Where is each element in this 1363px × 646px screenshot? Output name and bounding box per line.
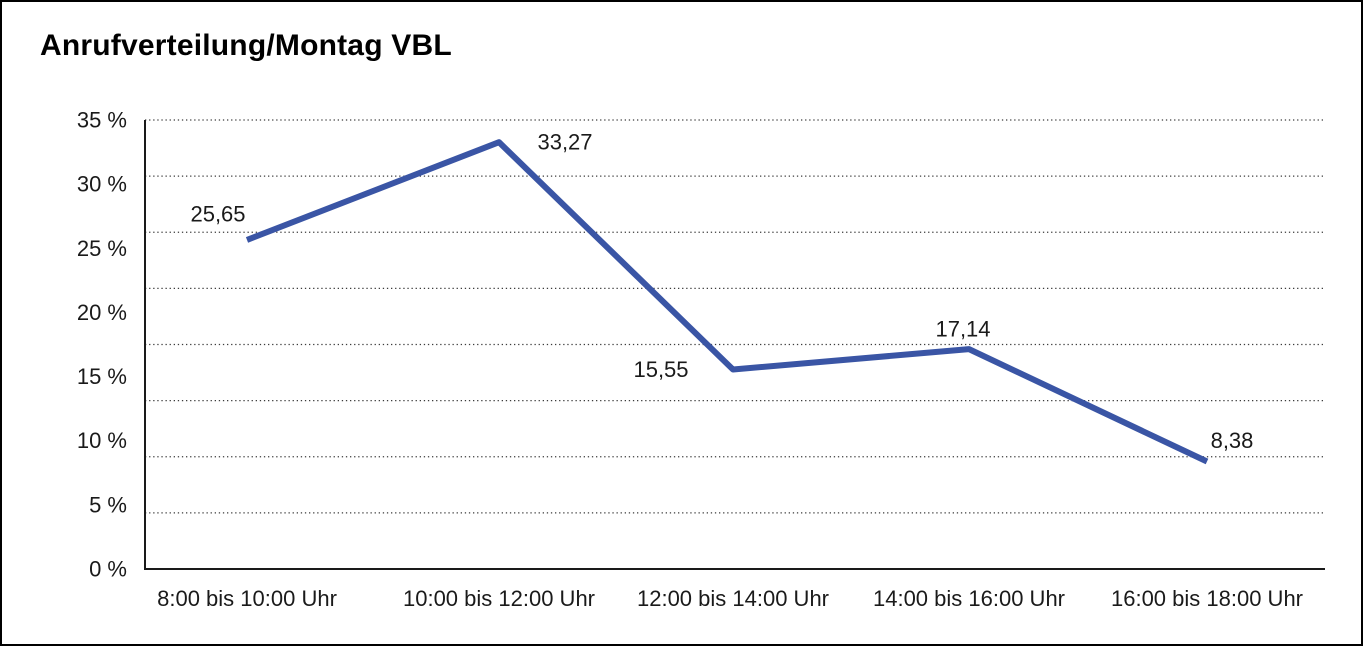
y-tick-label: 20 % bbox=[77, 300, 127, 325]
y-tick-label: 25 % bbox=[77, 236, 127, 261]
data-point-label: 33,27 bbox=[537, 130, 592, 155]
y-tick-label: 10 % bbox=[77, 428, 127, 453]
data-point-label: 15,55 bbox=[633, 357, 688, 382]
data-point-label: 8,38 bbox=[1211, 428, 1254, 453]
data-point-label: 25,65 bbox=[190, 201, 245, 226]
y-tick-label: 35 % bbox=[77, 108, 127, 133]
x-category-label: 16:00 bis 18:00 Uhr bbox=[1111, 586, 1303, 611]
y-tick-label: 15 % bbox=[77, 364, 127, 389]
x-category-label: 8:00 bis 10:00 Uhr bbox=[157, 586, 337, 611]
y-tick-label: 5 % bbox=[89, 492, 127, 517]
y-tick-label: 30 % bbox=[77, 172, 127, 197]
chart-title: Anrufverteilung/Montag VBL bbox=[40, 29, 452, 62]
series-line bbox=[245, 139, 1209, 465]
x-category-label: 14:00 bis 16:00 Uhr bbox=[873, 586, 1065, 611]
x-category-label: 12:00 bis 14:00 Uhr bbox=[637, 586, 829, 611]
x-category-label: 10:00 bis 12:00 Uhr bbox=[403, 586, 595, 611]
data-point-label: 17,14 bbox=[935, 317, 990, 342]
y-tick-label: 0 % bbox=[89, 557, 127, 582]
